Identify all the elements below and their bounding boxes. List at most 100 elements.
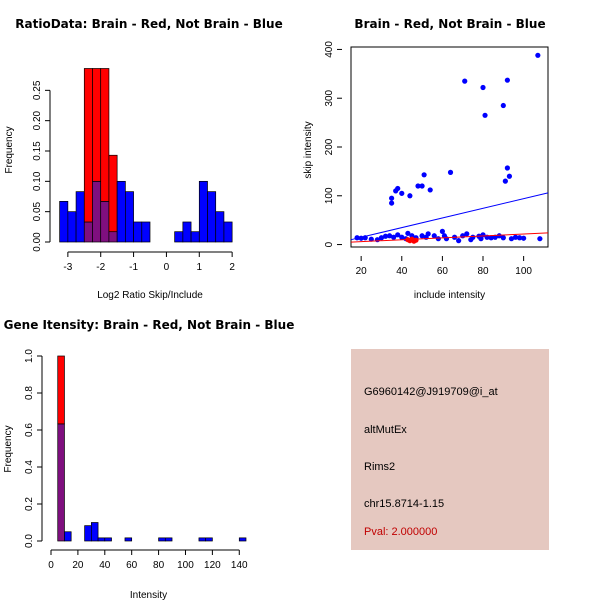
chart3-bar-not-brain (158, 537, 166, 542)
chart1-x-tick-label: -3 (63, 262, 72, 273)
chart1-x-tick-label: 2 (229, 262, 235, 273)
chart2-point-not-brain (431, 233, 437, 239)
chart3-x-tick-label: 20 (72, 560, 84, 571)
chart2-point-not-brain (421, 172, 427, 178)
chart2-point-not-brain (368, 236, 374, 242)
chart2-point-not-brain (395, 185, 401, 192)
chart2-y-label: skip intensity (303, 121, 314, 178)
chart2-point-not-brain (389, 195, 395, 201)
chart1-bar-brain (108, 154, 118, 233)
chart1-bar-brain (92, 68, 102, 182)
chart2-y-tick-label: 400 (324, 41, 335, 58)
chart1-bar-not-brain (215, 211, 225, 243)
chart3-y-tick-label: 0.8 (24, 386, 35, 400)
chart1-x-tick-label: -1 (129, 262, 138, 273)
chart1-x-label: Log2 Ratio Skip/Include (97, 290, 203, 301)
chart2-point-not-brain (482, 112, 488, 118)
chart3-y-tick-label: 1.0 (24, 349, 35, 363)
chart3-bar-brain (57, 355, 65, 425)
chart3-bar-not-brain (238, 537, 247, 542)
chart3-y-tick-label: 0.0 (24, 534, 35, 548)
chart2-point-not-brain (386, 233, 393, 239)
chart2-point-not-brain (399, 234, 405, 240)
chart3-bar-not-brain (104, 537, 112, 542)
chart2-point-not-brain (521, 235, 527, 241)
chart2-title: Brain - Red, Not Brain - Blue (354, 17, 545, 31)
chart2-point-not-brain (427, 187, 433, 193)
chart2-x-label: include intensity (414, 290, 485, 301)
chart1-y-tick-label: 0.15 (32, 141, 43, 161)
chart2-point-not-brain (516, 235, 523, 241)
chart2-point-not-brain (537, 236, 543, 242)
chart1-bar-not-brain (223, 221, 233, 243)
chart1-bar-not-brain (75, 191, 85, 243)
chart2-point-not-brain (419, 233, 425, 239)
chart2-fit-line-brain (350, 232, 549, 243)
chart1-y-tick-label: 0.20 (32, 110, 43, 130)
chart2-point-not-brain (535, 52, 541, 58)
chart2-point-not-brain (500, 102, 506, 109)
chart3-x-tick-label: 40 (99, 560, 111, 571)
chart2-point-not-brain (389, 200, 395, 206)
chart3-y-tick-label: 0.6 (24, 423, 35, 437)
chart1-bar-not-brain (190, 231, 200, 243)
chart2-point-not-brain (382, 233, 389, 239)
chart1-x-tick-label: 0 (164, 262, 170, 273)
chart3-bar-not-brain (84, 525, 92, 542)
probe-id: G6960142@J919709@i_at (364, 386, 498, 398)
chart3-x-tick-label: 0 (48, 560, 54, 571)
chart1-y-label: Frequency (4, 126, 15, 173)
chart3-y-tick-label: 0.4 (24, 460, 35, 474)
chart3-bar-overlap (57, 423, 65, 542)
chart2-point-not-brain (407, 193, 413, 199)
chart2-point-not-brain (399, 190, 405, 196)
chart2-point-not-brain (425, 231, 431, 237)
chart2-x-tick-label: 100 (515, 266, 532, 277)
chart2-point-not-brain (391, 234, 397, 240)
chart2-point-not-brain (447, 169, 454, 175)
chart2-x-tick-label: 20 (356, 266, 368, 277)
chart2-point-not-brain (462, 78, 468, 84)
chart2-point-not-brain (405, 230, 411, 236)
chart3-bar-not-brain (64, 531, 72, 542)
chart2-point-not-brain (506, 173, 513, 179)
chart2-y-tick-label: 200 (324, 138, 335, 155)
info-panel: G6960142@J919709@i_at altMutEx Rims2 chr… (351, 349, 549, 550)
chart2-point-not-brain (464, 231, 470, 237)
gene-name: Rims2 (364, 461, 396, 473)
chart2-point-not-brain (502, 178, 508, 184)
chromosome-location: chr15.8714-1.15 (364, 498, 445, 510)
chart2-point-not-brain (508, 236, 515, 242)
chart3-x-tick-label: 80 (153, 560, 165, 571)
chart3-x-tick-label: 60 (126, 560, 138, 571)
chart1-bar-not-brain (59, 201, 69, 243)
chart2-y-tick-label: 100 (324, 187, 335, 204)
chart1-bar-brain (83, 68, 93, 223)
chart1-y-tick-label: 0.05 (32, 201, 43, 221)
chart3-x-tick-label: 140 (231, 560, 248, 571)
chart1-bar-overlap (108, 231, 118, 243)
chart2-point-not-brain (439, 228, 445, 234)
chart1-bar-not-brain (141, 221, 151, 243)
chart1-bar-not-brain (207, 191, 217, 243)
chart1-bar-brain (100, 68, 110, 202)
chart3-y-tick-label: 0.2 (24, 497, 35, 511)
event-type: altMutEx (364, 424, 407, 436)
chart3-title: Gene Itensity: Brain - Red, Not Brain - … (4, 318, 295, 332)
chart1-bar-overlap (100, 201, 110, 243)
chart2-point-not-brain (504, 77, 510, 83)
chart2-point-not-brain (470, 234, 476, 240)
chart3-bar-not-brain (124, 537, 133, 542)
chart2-x-tick-label: 40 (396, 266, 408, 277)
chart3-bar-not-brain (198, 537, 207, 542)
chart3-x-tick-label: 120 (204, 560, 221, 571)
chart1-y-tick-label: 0.10 (32, 171, 43, 191)
chart1-bar-not-brain (67, 211, 77, 243)
chart2-point-not-brain (504, 165, 510, 171)
chart2-point-not-brain (480, 84, 486, 91)
chart3-x-tick-label: 100 (177, 560, 194, 571)
chart1-x-tick-label: -2 (96, 262, 105, 273)
chart1-bar-not-brain (133, 221, 143, 243)
chart2-fit-line-not-brain (350, 192, 549, 241)
